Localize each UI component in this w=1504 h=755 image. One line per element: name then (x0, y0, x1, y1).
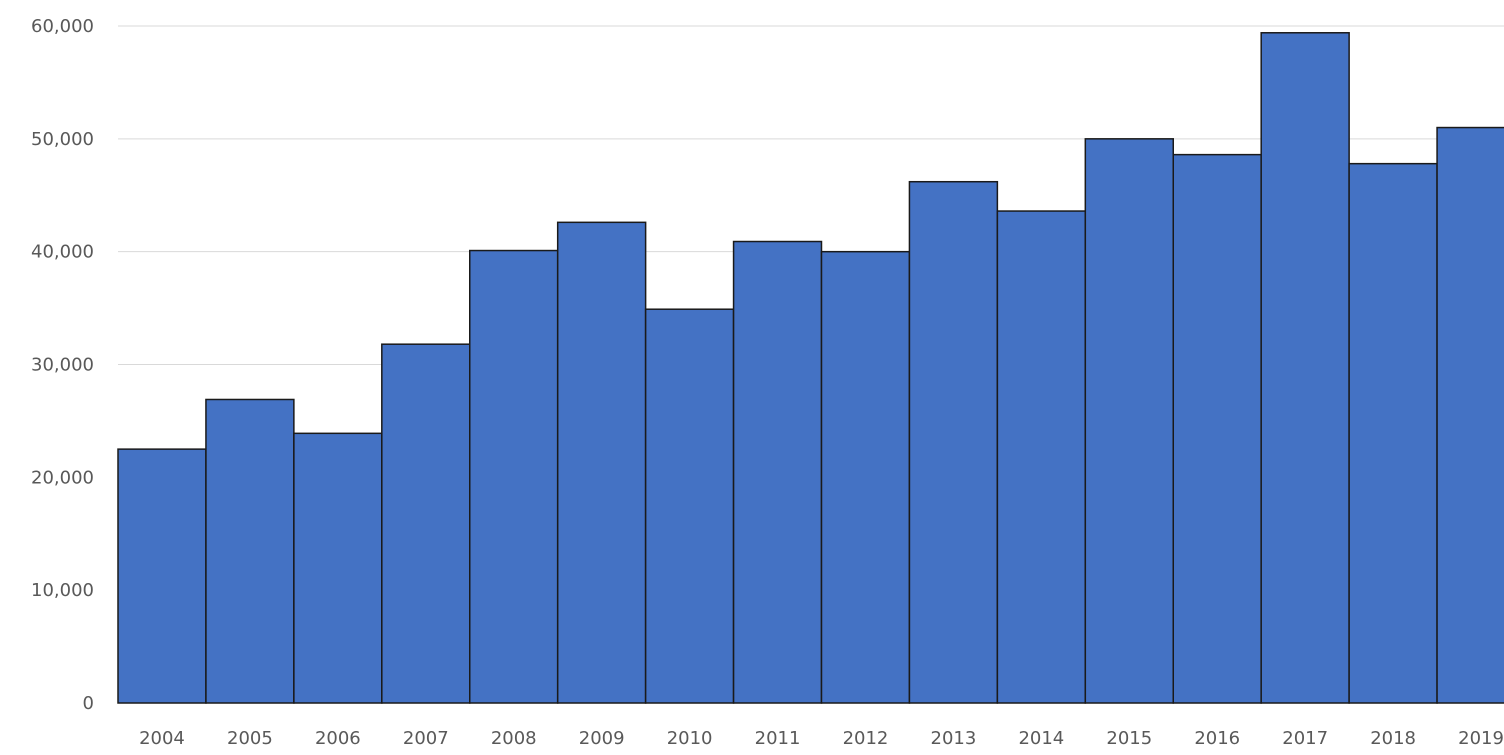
bar-2004 (117, 448, 207, 704)
x-tick-label: 2019 (1458, 728, 1504, 749)
bar-2018 (1348, 162, 1438, 704)
x-tick-label: 2005 (227, 728, 273, 749)
y-tick-label: 50,000 (31, 129, 94, 150)
bar-2006 (293, 432, 383, 704)
x-tick-label: 2018 (1370, 728, 1416, 749)
x-tick-label: 2004 (139, 728, 185, 749)
y-tick-label: 60,000 (31, 16, 94, 37)
bar-2017 (1260, 32, 1350, 704)
bar-2011 (732, 240, 823, 704)
x-tick-label: 2015 (1106, 728, 1152, 749)
x-axis-tick-labels: 2004 2005 2006 2007 2008 2009 2010 2011 2012 2013… (139, 728, 1504, 749)
x-tick-label: 2013 (931, 728, 977, 749)
x-tick-label: 2007 (403, 728, 449, 749)
y-tick-label: 0 (83, 693, 94, 714)
x-tick-label: 2017 (1282, 728, 1328, 749)
bar-2007 (381, 343, 471, 704)
bar-2009 (556, 221, 647, 704)
bars (117, 32, 1504, 704)
bar-2008 (469, 249, 559, 704)
bar-2010 (644, 308, 735, 704)
y-tick-label: 10,000 (31, 580, 94, 601)
x-tick-label: 2011 (755, 728, 801, 749)
bar-2016 (1172, 153, 1262, 704)
x-tick-label: 2016 (1194, 728, 1240, 749)
x-tick-label: 2014 (1018, 728, 1064, 749)
y-tick-label: 20,000 (31, 467, 94, 488)
bar-2013 (908, 180, 999, 704)
y-tick-label: 40,000 (31, 242, 94, 263)
x-tick-label: 2006 (315, 728, 361, 749)
x-tick-label: 2009 (579, 728, 625, 749)
x-tick-label: 2012 (843, 728, 889, 749)
bar-2005 (205, 398, 295, 704)
bar-2015 (1084, 138, 1174, 704)
x-tick-label: 2008 (491, 728, 537, 749)
x-tick-label: 2010 (667, 728, 713, 749)
y-axis-tick-labels: 0 10,000 20,000 30,000 40,000 50,000 60,000 (31, 16, 94, 714)
bar-2019 (1436, 126, 1504, 704)
y-tick-label: 30,000 (31, 355, 94, 376)
bar-2012 (820, 250, 911, 704)
bar-2014 (996, 210, 1087, 704)
